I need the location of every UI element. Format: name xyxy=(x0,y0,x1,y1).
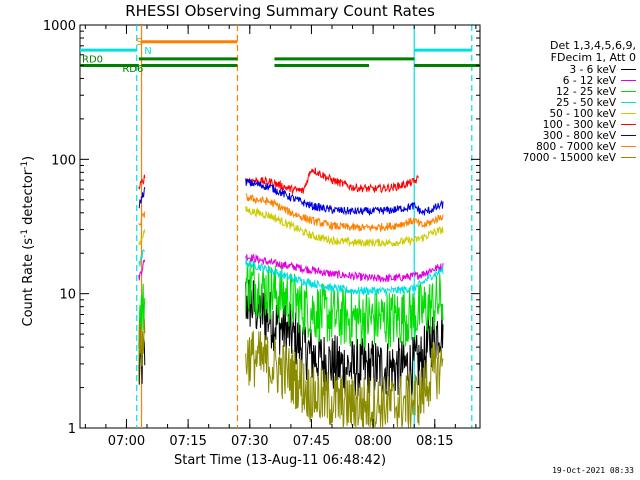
legend-entry: 300 - 800 keV xyxy=(484,129,636,142)
x-tick-label: 07:15 xyxy=(169,434,206,449)
plot-frame xyxy=(79,24,481,429)
series-line xyxy=(138,206,444,248)
legend-label: 300 - 800 keV xyxy=(542,129,616,142)
legend-entry: 12 - 25 keV xyxy=(484,85,636,98)
legend-entry: 7000 - 15000 keV xyxy=(484,151,636,164)
y-tick-label: 1 xyxy=(68,422,76,437)
legend-swatch xyxy=(621,146,636,147)
legend-label: 800 - 7000 keV xyxy=(536,140,616,153)
x-tick-label: 08:15 xyxy=(416,434,453,449)
x-tick-label: 07:45 xyxy=(293,434,330,449)
series-line xyxy=(138,249,444,297)
legend-swatch xyxy=(621,102,636,103)
legend-label: 25 - 50 keV xyxy=(556,96,616,109)
y-axis-label: Count Rate (s-1 detector-1) xyxy=(19,155,37,327)
legend-entry: 3 - 6 keV xyxy=(484,63,636,76)
legend-entry: 25 - 50 keV xyxy=(484,96,636,109)
legend-swatch xyxy=(621,135,636,136)
legend-swatch xyxy=(621,80,636,81)
legend-label: 50 - 100 keV xyxy=(549,107,616,120)
flag-label: N xyxy=(144,46,151,57)
y-tick-label: 10 xyxy=(59,288,76,303)
x-axis-label: Start Time (13-Aug-11 06:48:42) xyxy=(173,453,387,468)
legend-label: 12 - 25 keV xyxy=(556,85,616,98)
series-line xyxy=(138,253,444,283)
legend-entry: 6 - 12 keV xyxy=(484,74,636,87)
legend-header-line: FDecim 1, Att 0 xyxy=(550,51,636,64)
legend-swatch xyxy=(621,157,636,158)
legend-label: 100 - 300 keV xyxy=(542,118,616,131)
legend-entry: 50 - 100 keV xyxy=(484,107,636,120)
series-line xyxy=(138,167,419,196)
flag-label: S xyxy=(136,37,142,48)
legend-entry: 100 - 300 keV xyxy=(484,118,636,131)
legend-swatch xyxy=(621,91,636,92)
flag-label: RD6 xyxy=(122,64,143,75)
legend-swatch xyxy=(621,69,636,70)
chart-title: RHESSI Observing Summary Count Rates xyxy=(125,2,435,20)
series-line xyxy=(138,178,444,216)
legend-label: 3 - 6 keV xyxy=(569,63,616,76)
x-tick-label: 08:00 xyxy=(354,434,391,449)
x-tick-label: 07:30 xyxy=(231,434,268,449)
x-tick-label: 07:00 xyxy=(108,434,145,449)
series-line xyxy=(138,318,444,429)
legend-header-line: Det 1,3,4,5,6,9, xyxy=(549,39,636,52)
legend-entry: 800 - 7000 keV xyxy=(484,140,636,153)
footer-timestamp: 19-Oct-2021 08:33 xyxy=(552,466,634,475)
legend: Det 1,3,4,5,6,9, FDecim 1, Att 0 3 - 6 k… xyxy=(484,39,636,164)
flag-label: RD0 xyxy=(82,54,103,65)
series-line xyxy=(138,193,444,233)
legend-swatch xyxy=(621,113,636,114)
y-tick-label: 100 xyxy=(51,153,76,168)
legend-swatch xyxy=(621,124,636,125)
legend-label: 7000 - 15000 keV xyxy=(522,151,616,164)
legend-label: 6 - 12 keV xyxy=(562,74,616,87)
y-tick-label: 1000 xyxy=(43,19,76,34)
